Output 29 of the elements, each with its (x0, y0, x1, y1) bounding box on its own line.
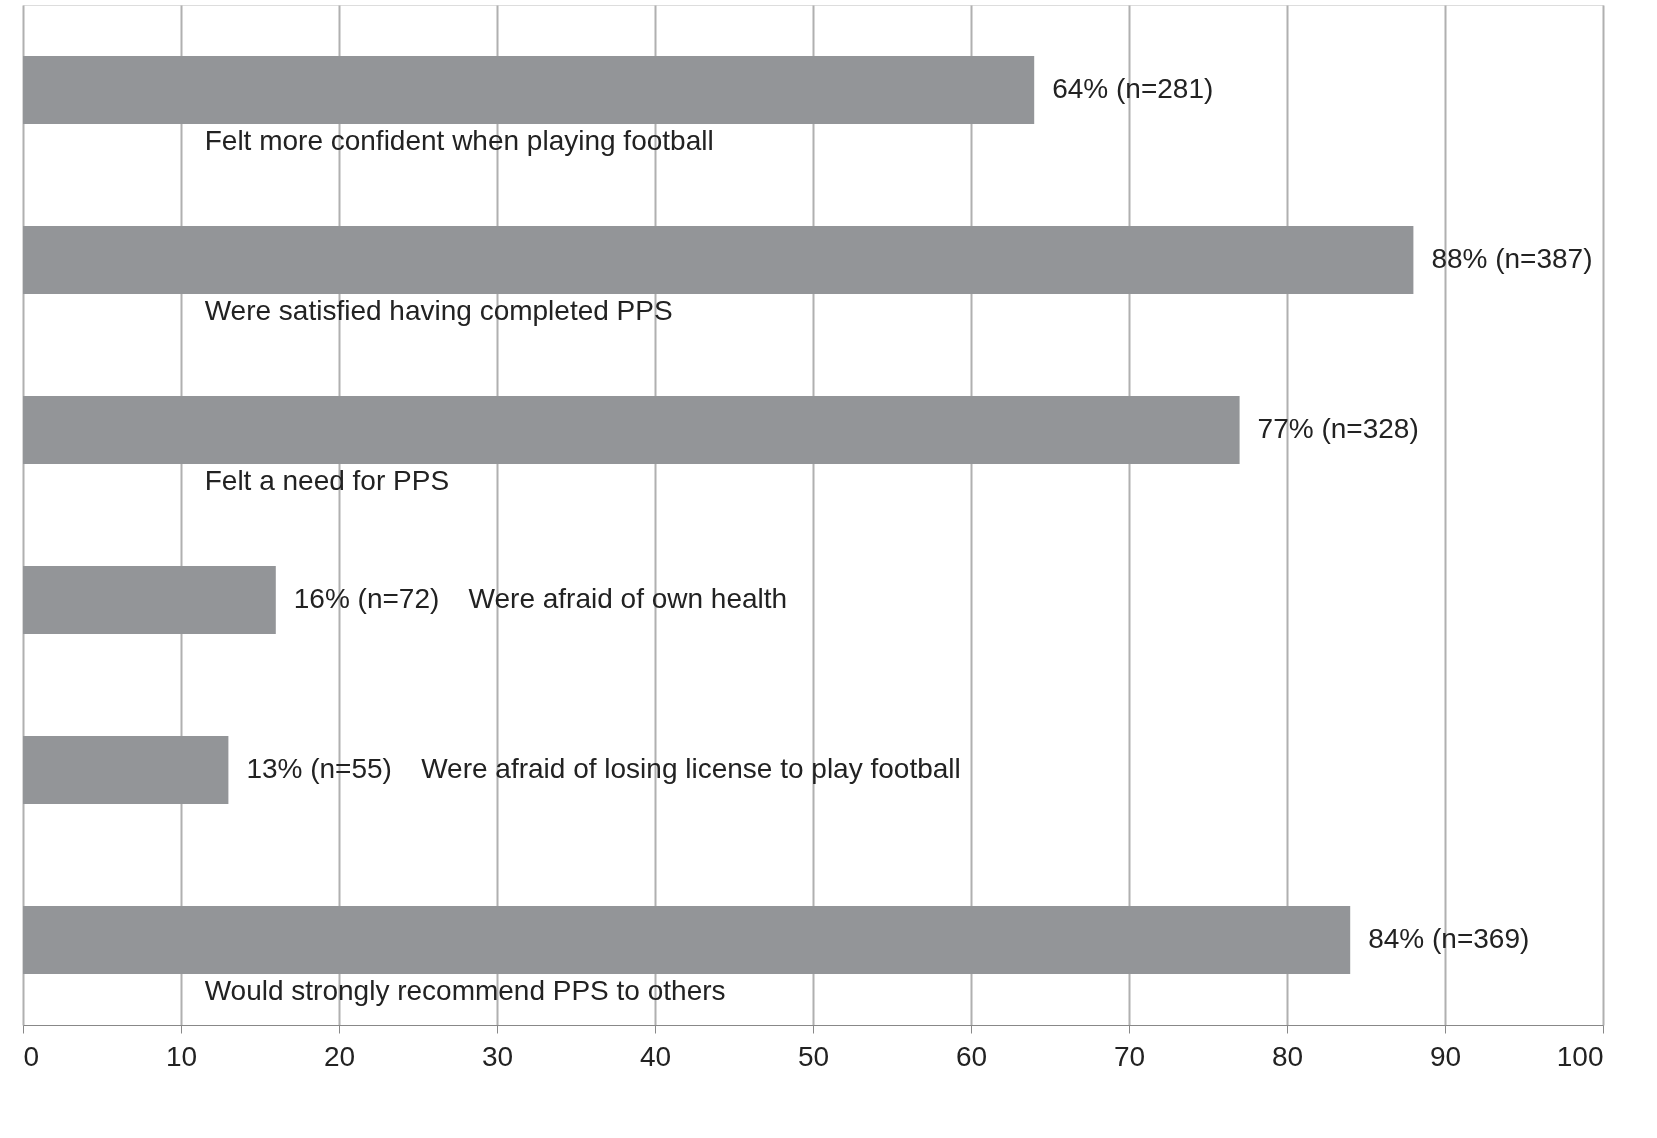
data-label: 84% (n=369) (1368, 923, 1530, 954)
x-tick-label: 100 (1556, 1040, 1604, 1072)
y-tick-label: Felt a need for PPS (204, 465, 450, 496)
x-tick-label: 20 (323, 1040, 356, 1072)
x-tick-label: 60 (955, 1040, 988, 1072)
data-label: 64% (n=281) (1052, 73, 1214, 104)
x-tick-label: 10 (165, 1040, 198, 1072)
x-tick-label: 0 (23, 1040, 40, 1072)
bar (23, 566, 276, 634)
bar (23, 906, 1351, 974)
y-tick-label: Were satisfied having completed PPS (204, 295, 673, 326)
x-tick-label: 80 (1271, 1040, 1304, 1072)
data-label: 16% (n=72) (293, 583, 440, 614)
bar (23, 736, 229, 804)
y-tick-label: Were afraid of losing license to play football (421, 753, 961, 784)
x-tick-label: 30 (481, 1040, 514, 1072)
bar (23, 226, 1414, 294)
data-label: 13% (n=55) (246, 753, 392, 784)
bar (23, 56, 1035, 124)
y-tick-label: Felt more confident when playing football (204, 125, 714, 156)
x-tick-label: 50 (797, 1040, 830, 1072)
bar (23, 396, 1240, 464)
x-tick-label: 90 (1429, 1040, 1462, 1072)
y-tick-label: Were afraid of own health (468, 583, 788, 614)
y-tick-label: Would strongly recommend PPS to others (204, 975, 726, 1006)
x-tick-label: 70 (1113, 1040, 1146, 1072)
x-tick-label: 40 (639, 1040, 672, 1072)
data-label: 77% (n=328) (1257, 413, 1419, 444)
data-label: 88% (n=387) (1431, 243, 1593, 274)
